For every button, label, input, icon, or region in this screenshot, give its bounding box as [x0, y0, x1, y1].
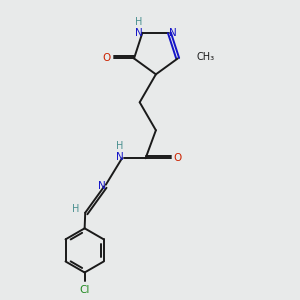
Text: O: O [103, 53, 111, 64]
Text: N: N [169, 28, 177, 38]
Text: N: N [135, 28, 142, 38]
Text: H: H [72, 204, 80, 214]
Text: H: H [116, 141, 123, 151]
Text: N: N [98, 181, 106, 191]
Text: O: O [173, 153, 181, 163]
Text: Cl: Cl [80, 285, 90, 295]
Text: CH₃: CH₃ [197, 52, 215, 62]
Text: N: N [116, 152, 124, 162]
Text: H: H [135, 16, 142, 27]
